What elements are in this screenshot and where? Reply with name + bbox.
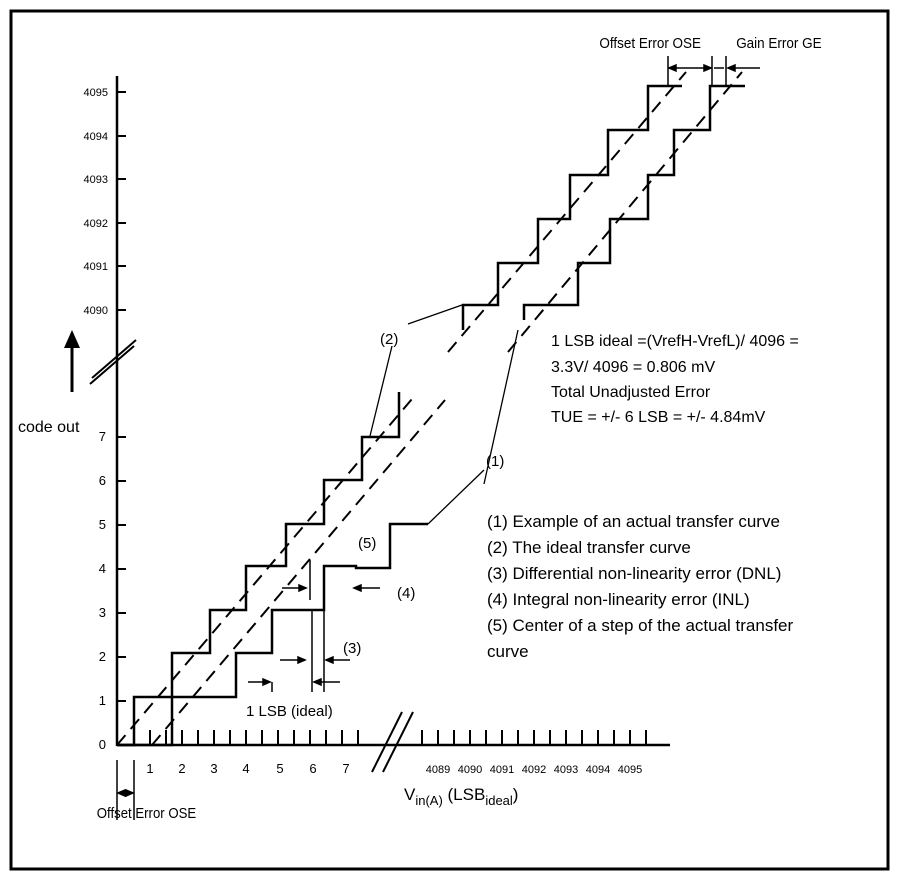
y-tick-1: 1 xyxy=(99,693,106,708)
y-tick-5: 5 xyxy=(99,517,106,532)
offset-error-top-label: Offset Error OSE xyxy=(599,35,701,52)
measurement-markers xyxy=(116,56,760,820)
x-tick-4: 4 xyxy=(242,761,249,776)
x-axis-break-1 xyxy=(371,711,403,773)
x-tick-2: 2 xyxy=(178,761,185,776)
gain-error-label: Gain Error GE xyxy=(736,35,821,52)
callout-1: (1) xyxy=(486,453,504,470)
callout-2: (2) xyxy=(380,331,398,348)
y-tick-0: 0 xyxy=(99,737,106,752)
info-line-4: TUE = +/- 6 LSB = +/- 4.84mV xyxy=(551,409,766,426)
x-tick-5: 5 xyxy=(276,761,283,776)
callout-5: (5) xyxy=(358,535,376,552)
x-tick-7: 7 xyxy=(342,761,349,776)
ideal-stair-high xyxy=(461,84,682,330)
gain-curve-dashed-high xyxy=(507,71,743,353)
y-tick-4090: 4090 xyxy=(84,305,108,317)
info-line-2: 3.3V/ 4096 = 0.806 mV xyxy=(551,359,715,376)
y-tick-4094: 4094 xyxy=(84,131,108,143)
callout-leaders xyxy=(369,304,519,525)
y-axis-break-1 xyxy=(89,345,135,385)
y-tick-2: 2 xyxy=(99,649,106,664)
ideal-curve-dashed-low xyxy=(116,398,413,746)
code-out-label: code out xyxy=(18,419,80,436)
up-arrow-icon xyxy=(64,330,80,348)
x-tick-4090: 4090 xyxy=(458,764,482,776)
frame-border xyxy=(9,9,890,871)
x-tick-4089: 4089 xyxy=(426,764,450,776)
legend-line-2: (2) The ideal transfer curve xyxy=(487,538,691,557)
legend-line-6: curve xyxy=(487,642,529,661)
y-tick-7: 7 xyxy=(99,429,106,444)
y-tick-4093: 4093 xyxy=(84,174,108,186)
y-tick-4091: 4091 xyxy=(84,261,108,273)
x-tick-4092: 4092 xyxy=(522,764,546,776)
legend-line-1: (1) Example of an actual transfer curve xyxy=(487,512,780,531)
legend-line-4: (4) Integral non-linearity error (INL) xyxy=(487,590,750,609)
y-tick-6: 6 xyxy=(99,473,106,488)
y-axis-break-2 xyxy=(91,339,137,379)
x-tick-4093: 4093 xyxy=(554,764,578,776)
actual-stair-high xyxy=(522,84,745,320)
legend-line-5: (5) Center of a step of the actual trans… xyxy=(487,616,793,635)
x-tick-4094: 4094 xyxy=(586,764,610,776)
x-tick-4091: 4091 xyxy=(490,764,514,776)
offset-error-bottom-label: Offset Error OSE xyxy=(97,804,196,821)
actual-stair-low xyxy=(117,522,428,747)
info-line-3: Total Unadjusted Error xyxy=(551,384,711,401)
ideal-stair-low xyxy=(117,392,401,747)
y-tick-4: 4 xyxy=(99,561,106,576)
x-axis-label: Vin(A) (LSBideal) xyxy=(404,785,518,808)
legend-line-3: (3) Differential non-linearity error (DN… xyxy=(487,564,781,583)
callout-3: (3) xyxy=(343,640,361,657)
y-tick-4095: 4095 xyxy=(84,87,108,99)
y-tick-marks xyxy=(117,91,126,702)
callout-4: (4) xyxy=(397,585,415,602)
one-lsb-ideal-label: 1 LSB (ideal) xyxy=(246,703,333,720)
y-tick-4092: 4092 xyxy=(84,218,108,230)
x-tick-1: 1 xyxy=(146,761,153,776)
y-ticks-high: 4090 4091 4092 4093 4094 4095 xyxy=(84,87,108,317)
gain-curve-dashed-low xyxy=(151,399,446,746)
x-tick-3: 3 xyxy=(210,761,217,776)
y-tick-3: 3 xyxy=(99,605,106,620)
x-tick-4095: 4095 xyxy=(618,764,642,776)
x-axis-break-2 xyxy=(382,711,414,773)
ideal-curve-dashed-high xyxy=(447,71,687,353)
info-line-1: 1 LSB ideal =(VrefH-VrefL)/ 4096 = xyxy=(551,333,799,350)
x-tick-6: 6 xyxy=(309,761,316,776)
